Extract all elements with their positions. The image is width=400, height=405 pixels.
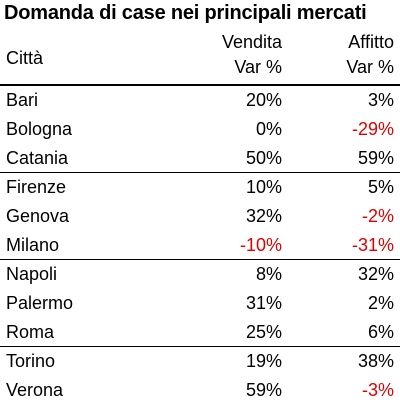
cell-sale-change: -10% <box>239 235 282 255</box>
cell-rent-change: 6% <box>367 322 394 342</box>
cell-rent-change: 32% <box>357 264 394 284</box>
cell-city: Torino <box>6 351 56 371</box>
cell-city: Bari <box>6 90 39 110</box>
cell-rent-change: -3% <box>361 380 394 400</box>
cell-sale-change: 8% <box>255 264 282 284</box>
cell-rent-change: 5% <box>367 177 394 197</box>
table-row: Torino 19% 38% <box>0 347 400 376</box>
cell-rent-change: 2% <box>367 293 394 313</box>
cell-sale-change: 0% <box>255 119 282 139</box>
cell-rent-change: 59% <box>357 148 394 168</box>
cell-city: Palermo <box>6 293 74 313</box>
table-row: Bologna 0% -29% <box>0 115 400 144</box>
table-body: Bari 20% 3% Bologna 0% -29% Catania 50% 59% Firen… <box>0 86 400 405</box>
cell-sale-change: 25% <box>245 322 282 342</box>
cell-sale-change: 59% <box>245 380 282 400</box>
header-rent-line1: Affitto <box>348 32 394 52</box>
cell-city: Catania <box>6 148 69 168</box>
header-sale: Vendita Var % <box>222 30 282 80</box>
table-row: Napoli 8% 32% <box>0 260 400 289</box>
header-rule <box>0 84 400 86</box>
table-row: Roma 25% 6% <box>0 318 400 347</box>
header-city: Città <box>6 48 44 68</box>
header-rent: Affitto Var % <box>346 30 394 80</box>
cell-sale-change: 31% <box>245 293 282 313</box>
cell-city: Roma <box>6 322 55 342</box>
cell-rent-change: 38% <box>357 351 394 371</box>
table-row: Firenze 10% 5% <box>0 173 400 202</box>
table-row: Verona 59% -3% <box>0 376 400 405</box>
cell-city: Napoli <box>6 264 58 284</box>
cell-sale-change: 50% <box>245 148 282 168</box>
table-row: Genova 32% -2% <box>0 202 400 231</box>
cell-city: Bologna <box>6 119 73 139</box>
table-row: Palermo 31% 2% <box>0 289 400 318</box>
cell-city: Verona <box>6 380 64 400</box>
header-sale-line2: Var % <box>234 57 282 77</box>
cell-rent-change: -2% <box>361 206 394 226</box>
cell-rent-change: -31% <box>351 235 394 255</box>
cell-sale-change: 20% <box>245 90 282 110</box>
cell-rent-change: 3% <box>367 90 394 110</box>
table-title: Domanda di case nei principali mercati <box>4 2 367 24</box>
header-sale-line1: Vendita <box>221 32 282 52</box>
table-row: Milano -10% -31% <box>0 231 400 260</box>
table-row: Catania 50% 59% <box>0 144 400 173</box>
table-row: Bari 20% 3% <box>0 86 400 115</box>
header-rent-line2: Var % <box>346 57 394 77</box>
cell-sale-change: 10% <box>245 177 282 197</box>
cell-city: Firenze <box>6 177 67 197</box>
cell-sale-change: 19% <box>245 351 282 371</box>
cell-rent-change: -29% <box>351 119 394 139</box>
cell-city: Milano <box>6 235 60 255</box>
cell-city: Genova <box>6 206 70 226</box>
cell-sale-change: 32% <box>245 206 282 226</box>
